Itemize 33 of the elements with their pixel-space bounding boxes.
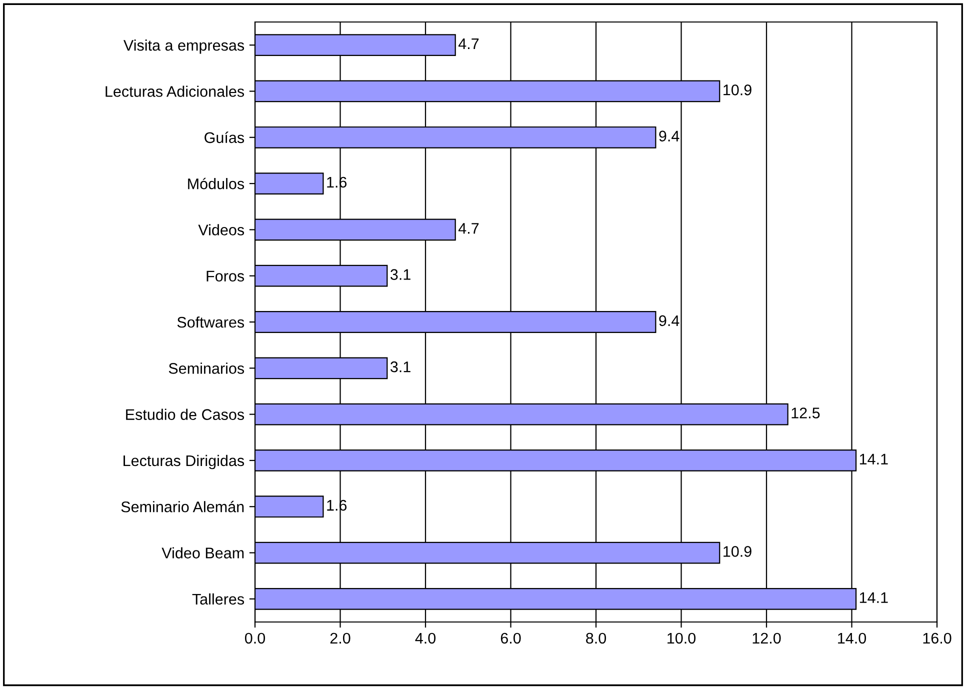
- data-label: 14.1: [860, 454, 888, 464]
- data-label: 4.7: [458, 223, 479, 234]
- x-tick-label: 6.0: [500, 632, 521, 644]
- x-tick-label: 0.0: [244, 632, 266, 644]
- y-tick-label: Guías: [204, 132, 244, 144]
- x-tick-label: 16.0: [923, 632, 952, 644]
- y-tick-label: Lecturas Adicionales: [106, 86, 244, 97]
- x-tick-label: 12.0: [752, 632, 781, 644]
- data-label: 10.9: [724, 546, 752, 557]
- y-tick-label: Video Beam: [162, 547, 244, 558]
- data-label: 10.9: [724, 84, 752, 96]
- x-tick-label: 8.0: [586, 632, 606, 644]
- data-label: 12.5: [792, 408, 820, 418]
- y-tick-label: Seminario Alemán: [121, 500, 244, 512]
- y-tick-label: Talleres: [192, 593, 244, 605]
- x-tick-label: 10.0: [668, 632, 696, 644]
- data-label: 14.1: [860, 592, 888, 603]
- y-tick-label: Módulos: [188, 178, 244, 190]
- x-tick-label: 4.0: [415, 632, 436, 644]
- x-tick-label: 2.0: [330, 632, 350, 644]
- data-label: 3.1: [390, 361, 410, 372]
- data-label: 4.7: [458, 38, 479, 50]
- y-tick-label: Videos: [198, 224, 244, 236]
- data-label: 9.4: [659, 315, 680, 326]
- data-label: 9.4: [659, 130, 680, 142]
- y-tick-label: Foros: [206, 270, 244, 282]
- y-tick-label: Softwares: [177, 316, 244, 328]
- y-tick-label: Lecturas Dirigidas: [124, 454, 244, 470]
- y-tick-label: Visita a empresas: [124, 40, 244, 54]
- data-label: 3.1: [390, 269, 410, 280]
- y-tick-label: Estudio de Casos: [126, 408, 244, 420]
- y-tick-label: Seminarios: [168, 362, 244, 374]
- x-tick-label: 14.0: [838, 632, 866, 644]
